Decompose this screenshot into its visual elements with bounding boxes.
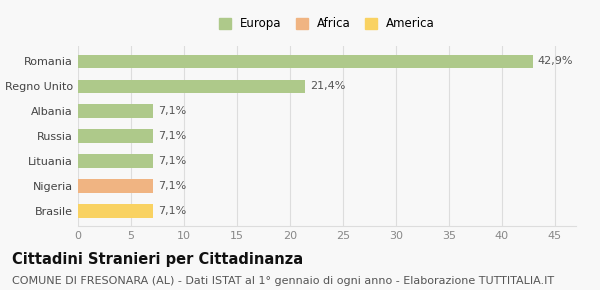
Text: 7,1%: 7,1% <box>158 181 187 191</box>
Bar <box>78 129 153 143</box>
Legend: Europa, Africa, America: Europa, Africa, America <box>214 13 440 35</box>
Text: 42,9%: 42,9% <box>538 57 574 66</box>
Text: 7,1%: 7,1% <box>158 206 187 216</box>
Text: 7,1%: 7,1% <box>158 131 187 141</box>
Text: COMUNE DI FRESONARA (AL) - Dati ISTAT al 1° gennaio di ogni anno - Elaborazione : COMUNE DI FRESONARA (AL) - Dati ISTAT al… <box>12 276 554 285</box>
Text: 7,1%: 7,1% <box>158 106 187 116</box>
Bar <box>78 79 305 93</box>
Bar <box>78 55 533 68</box>
Bar <box>78 179 153 193</box>
Bar <box>78 204 153 218</box>
Bar <box>78 104 153 118</box>
Text: 21,4%: 21,4% <box>310 81 346 91</box>
Text: 7,1%: 7,1% <box>158 156 187 166</box>
Bar <box>78 154 153 168</box>
Text: Cittadini Stranieri per Cittadinanza: Cittadini Stranieri per Cittadinanza <box>12 252 303 267</box>
